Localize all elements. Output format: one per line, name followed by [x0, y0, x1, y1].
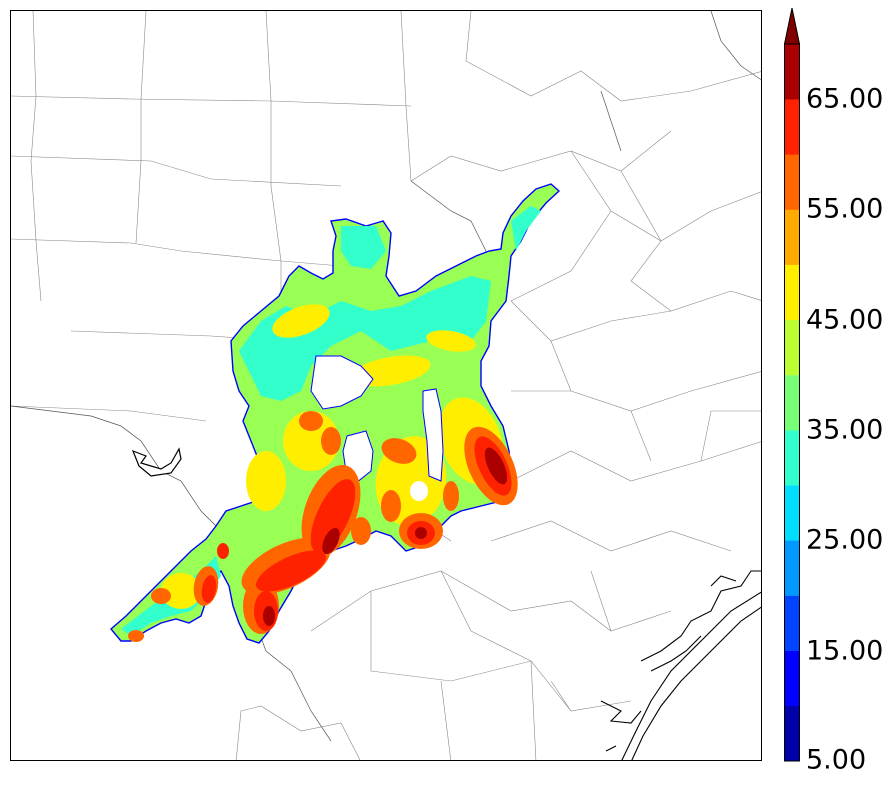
- map-panel: [10, 10, 762, 761]
- field-hot-cell: [381, 438, 417, 464]
- field-warm-cell: [161, 573, 201, 609]
- lake-outline: [131, 447, 182, 477]
- field-hole: [422, 388, 444, 482]
- field-hole: [310, 355, 374, 410]
- colorbar-level-55: [784, 154, 800, 210]
- colorbar-level-50: [784, 209, 800, 265]
- colorbar-level-45: [784, 264, 800, 321]
- field-mid-zone: [239, 276, 491, 401]
- colorbar: [784, 8, 800, 762]
- field-core-cell: [415, 527, 427, 539]
- colorbar-level-60: [784, 99, 800, 155]
- county-boundaries: [11, 11, 761, 760]
- field-warm-cell: [246, 451, 286, 511]
- field-core-cell: [484, 447, 508, 485]
- field-hotter-cell: [310, 479, 356, 553]
- field-warm-cell: [426, 330, 476, 352]
- field-hole: [410, 481, 428, 501]
- field-hot-cell: [151, 588, 171, 604]
- colorbar-level-5: [784, 705, 800, 762]
- field-hot-cell: [321, 427, 341, 455]
- colorbar-level-15: [784, 595, 800, 651]
- colorbar-extend-outline: [784, 8, 800, 45]
- map-canvas: [11, 11, 761, 760]
- field-hotter-cell: [217, 543, 229, 559]
- field-hot-cell: [381, 490, 401, 522]
- field-core-cell: [322, 527, 340, 555]
- field-warm-cell: [283, 411, 339, 471]
- reflectivity-field: [110, 183, 561, 644]
- field-core-cell: [263, 606, 275, 626]
- colorbar-level-40: [784, 319, 800, 376]
- field-mid-zone: [341, 226, 386, 269]
- colorbar-tick-label: 55.00: [806, 193, 884, 225]
- colorbar-level-25: [784, 485, 800, 541]
- field-hot-cell: [351, 517, 371, 545]
- colorbar-level-65: [784, 44, 800, 100]
- colorbar-tick-label: 45.00: [806, 304, 884, 336]
- colorbar-tick-label: 35.00: [806, 414, 884, 446]
- colorbar-tick-label: 25.00: [806, 524, 884, 556]
- field-hot-cell: [443, 481, 459, 511]
- field-hotter-cell: [201, 575, 217, 603]
- field-hot-cell: [128, 630, 144, 642]
- colorbar-tick-label: 15.00: [806, 635, 884, 667]
- field-mid-zone: [511, 206, 541, 251]
- colorbar-border: [784, 43, 800, 762]
- colorbar-tick-label: 65.00: [806, 83, 884, 115]
- colorbar-level-30: [784, 430, 800, 486]
- field-hotter-cell: [256, 550, 326, 592]
- colorbar-tick-label: 5.00: [806, 744, 867, 776]
- colorbar-level-10: [784, 650, 800, 707]
- colorbar-level-20: [784, 540, 800, 596]
- field-hot-cell: [299, 411, 323, 431]
- colorbar-levels: [784, 8, 800, 762]
- river-lines: [11, 11, 761, 742]
- coastline: [600, 570, 761, 760]
- colorbar-level-35: [784, 374, 800, 431]
- field-warm-cell: [272, 304, 330, 338]
- colorbar-extend-arrow: [784, 8, 800, 44]
